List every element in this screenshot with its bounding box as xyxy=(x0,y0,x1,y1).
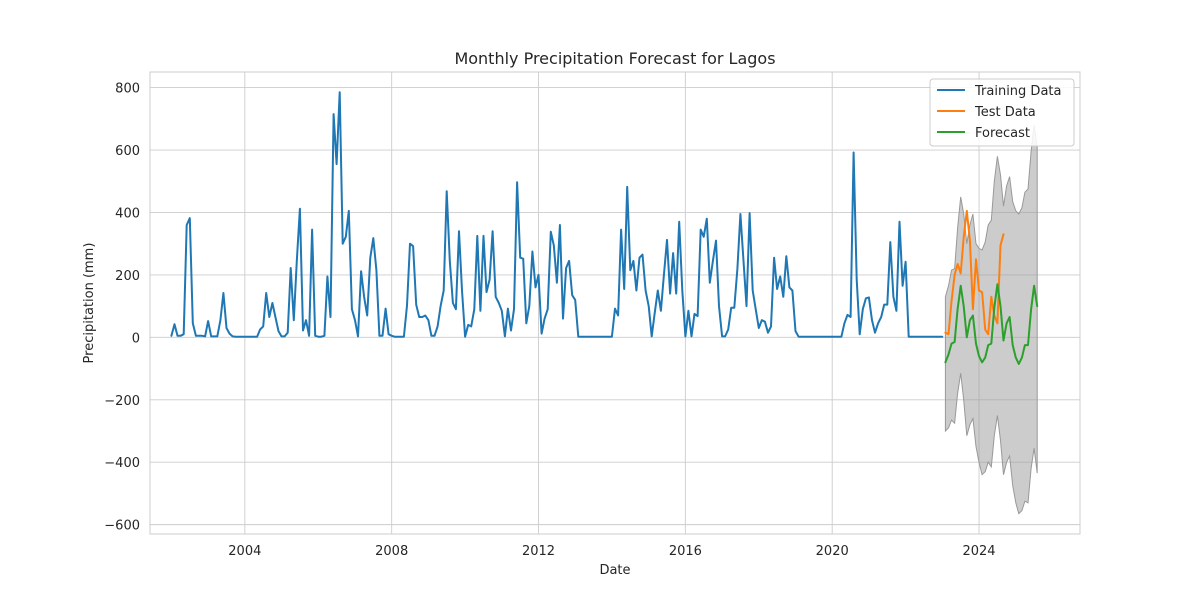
y-tick-label: 400 xyxy=(115,206,140,221)
y-tick-label: 600 xyxy=(115,144,140,159)
series-lines xyxy=(170,91,1039,365)
confidence-interval-band xyxy=(944,125,1038,515)
legend-box xyxy=(929,78,1075,147)
legend: Training Data Test Data Forecast xyxy=(929,78,1075,147)
y-axis-title: Precipitation (mm) xyxy=(82,243,97,364)
y-tick-label: 800 xyxy=(115,82,140,97)
x-tick-label: 2004 xyxy=(228,544,261,559)
x-tick-label: 2024 xyxy=(962,544,995,559)
legend-label-training: Training Data xyxy=(974,84,1061,99)
confidence-interval-area xyxy=(944,125,1038,515)
x-tick-label: 2008 xyxy=(375,544,408,559)
y-tick-label: −600 xyxy=(104,519,140,534)
plot-area xyxy=(149,71,1081,535)
y-tick-label: −200 xyxy=(104,394,140,409)
x-tick-label: 2020 xyxy=(816,544,849,559)
x-tick-label: 2012 xyxy=(522,544,555,559)
legend-label-test: Test Data xyxy=(974,105,1036,120)
tick-labels: 2004 2008 2012 2016 2020 2024 800 600 400 200 0 −20… xyxy=(104,82,995,559)
y-tick-label: 0 xyxy=(132,331,140,346)
forecast-line xyxy=(944,283,1039,365)
training-data-line xyxy=(170,91,944,338)
x-tick-label: 2016 xyxy=(669,544,702,559)
x-axis-title: Date xyxy=(599,563,630,578)
y-tick-label: 200 xyxy=(115,269,140,284)
legend-label-forecast: Forecast xyxy=(975,126,1030,141)
chart-title: Monthly Precipitation Forecast for Lagos xyxy=(454,49,775,68)
y-tick-label: −400 xyxy=(104,456,140,471)
